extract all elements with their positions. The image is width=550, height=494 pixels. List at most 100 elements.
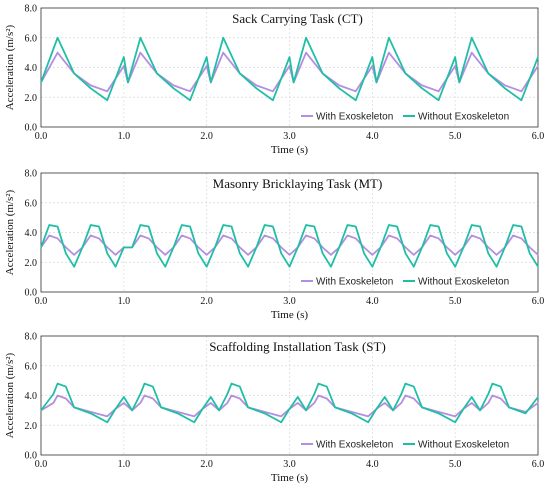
data-point (413, 385, 415, 388)
x-tick-label: 2.0 (200, 296, 213, 307)
data-point (454, 254, 456, 256)
data-point (206, 56, 208, 58)
x-tick-label: 4.0 (366, 459, 379, 470)
data-point (206, 266, 208, 268)
data-point (123, 246, 125, 248)
data-point (326, 385, 328, 388)
data-point (421, 406, 423, 408)
y-tick-label: 8.0 (25, 4, 38, 15)
data-point (487, 72, 489, 75)
data-point (371, 56, 373, 58)
data-point (421, 84, 423, 86)
data-point (317, 394, 320, 397)
y-tick-label: 4.0 (25, 391, 38, 402)
data-point (106, 252, 108, 254)
data-point (371, 65, 373, 67)
data-point (487, 393, 489, 395)
y-axis-label: Acceleration (m/s²) (4, 24, 16, 110)
data-point (330, 266, 332, 268)
data-point (355, 237, 357, 240)
data-point (239, 72, 241, 75)
data-point (123, 56, 125, 58)
data-point (189, 99, 191, 101)
data-point (73, 72, 75, 75)
data-point (139, 402, 141, 404)
data-point (40, 81, 42, 83)
data-point (40, 409, 42, 411)
data-point (114, 266, 117, 268)
data-point (322, 72, 324, 75)
data-point (222, 224, 224, 226)
data-point (297, 396, 299, 398)
data-point (106, 421, 108, 423)
data-point (56, 52, 59, 54)
data-point (371, 254, 373, 256)
data-point (139, 224, 141, 226)
chart-panel-3: 0.0 1.0 2.0 3.0 4.0 5.0 6.0 0.0 2.0 4.0 6.0 8.0 Scaf… (4, 332, 544, 485)
x-tick-label: 2.0 (200, 131, 213, 142)
data-point (177, 412, 179, 414)
data-point (114, 408, 117, 410)
data-point (479, 225, 481, 228)
x-tick-label: 3.0 (283, 131, 296, 142)
data-point (106, 415, 108, 417)
data-point (487, 246, 489, 248)
x-tick-label: 4.0 (366, 131, 379, 142)
data-point (438, 237, 440, 240)
data-point (48, 224, 50, 226)
x-tick-label: 0.0 (35, 459, 48, 470)
x-tick-label: 1.0 (118, 131, 131, 142)
data-point (98, 225, 100, 228)
data-point (305, 52, 307, 54)
data-point (156, 72, 158, 75)
data-point (355, 90, 357, 92)
data-point (139, 393, 141, 395)
data-point (40, 246, 42, 248)
data-point (264, 234, 266, 237)
data-point (495, 266, 498, 268)
data-point (52, 402, 55, 404)
data-point (346, 224, 349, 226)
data-point (471, 234, 473, 237)
data-point (375, 408, 378, 410)
data-point (280, 252, 282, 254)
data-point (123, 396, 125, 398)
data-point (156, 246, 158, 248)
data-point (272, 225, 274, 228)
data-point (230, 383, 233, 385)
data-point (313, 393, 315, 395)
data-point (471, 402, 473, 404)
data-point (388, 234, 390, 237)
data-point (338, 87, 340, 89)
data-point (123, 65, 125, 67)
data-point (330, 254, 332, 256)
data-point (264, 411, 266, 413)
data-point (305, 234, 307, 237)
data-point (247, 266, 249, 268)
x-tick-label: 0.0 (35, 296, 48, 307)
data-point (487, 252, 489, 254)
y-tick-label: 8.0 (25, 332, 38, 343)
y-axis-label: Acceleration (m/s²) (4, 189, 16, 275)
data-point (537, 65, 539, 67)
data-point (363, 252, 365, 254)
data-point (471, 37, 473, 39)
y-axis-label: Acceleration (m/s²) (4, 352, 16, 438)
data-point (280, 421, 282, 423)
data-point (114, 254, 117, 256)
data-point (305, 37, 307, 39)
data-point (454, 56, 456, 58)
data-point (404, 72, 407, 75)
data-point (487, 402, 489, 404)
data-point (429, 234, 431, 237)
data-point (305, 409, 307, 411)
data-point (181, 234, 183, 237)
data-point (81, 246, 84, 248)
data-point (247, 406, 249, 408)
y-tick-label: 0.0 (25, 451, 38, 462)
data-point (193, 421, 195, 423)
data-point (222, 37, 224, 39)
data-point (413, 254, 415, 256)
data-point (230, 237, 233, 240)
